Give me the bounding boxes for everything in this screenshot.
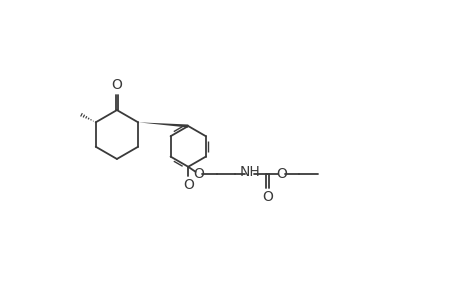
- Text: O: O: [261, 190, 272, 204]
- Text: O: O: [193, 167, 204, 181]
- Text: O: O: [182, 178, 193, 192]
- Text: NH: NH: [239, 165, 259, 179]
- Text: O: O: [275, 167, 286, 181]
- Text: O: O: [111, 78, 122, 92]
- Polygon shape: [138, 122, 188, 128]
